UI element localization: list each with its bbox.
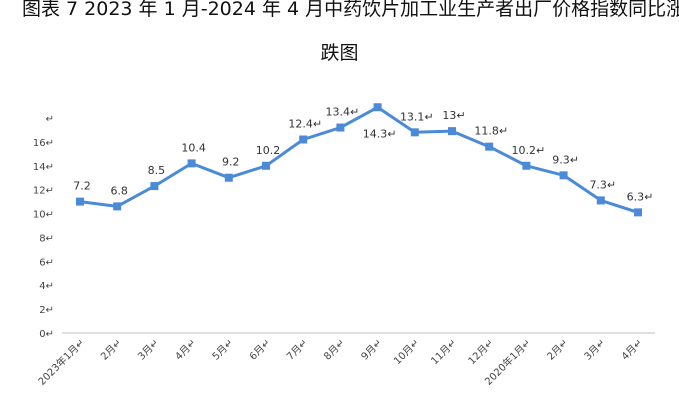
x-tick-label: 12月↵	[466, 337, 496, 367]
x-axis-ticks: 2023年1月↵ 2月↵ 3月↵ 4月↵ 5月↵ 6月↵ 7月↵ 8月↵ 9月↵ 10月↵ 11月↵…	[35, 336, 645, 388]
data-point-marker	[336, 123, 345, 132]
data-label: 7.3↵	[589, 178, 616, 191]
x-tick-label: 2月↵	[545, 337, 571, 363]
y-tick-label: 8↵	[39, 233, 54, 244]
data-label: 7.2	[73, 180, 91, 193]
x-tick-label: 5月↵	[210, 337, 236, 363]
y-tick-label: 16↵	[33, 138, 54, 149]
data-label: 6.8	[110, 184, 128, 197]
x-tick-label: 10月↵	[391, 337, 421, 367]
y-axis-ticks: 0↵ 2↵ 4↵ 6↵ 8↵ 10↵ 12↵ 14↵ 16↵ ↵	[33, 114, 54, 340]
x-tick-label: 2月↵	[98, 337, 124, 363]
data-point-marker	[596, 196, 605, 205]
data-point-marker	[485, 142, 494, 151]
x-tick-label: 3月↵	[582, 337, 608, 363]
data-point-marker	[448, 127, 456, 136]
series-markers	[76, 103, 642, 217]
data-label: 13↵	[442, 109, 465, 122]
data-label: 6.3↵	[627, 190, 654, 203]
data-label: 13.1↵	[400, 110, 434, 123]
data-label: 8.5	[148, 164, 166, 177]
data-point-marker	[410, 128, 419, 137]
x-tick-label: 9月↵	[359, 337, 385, 363]
data-label: 10.2	[256, 144, 281, 157]
data-label: 9.2	[222, 156, 240, 169]
y-tick-label: 12↵	[33, 186, 54, 197]
x-tick-label: 4月↵	[619, 337, 645, 363]
x-tick-label: 2023年1月↵	[35, 336, 87, 388]
data-point-marker	[634, 208, 642, 217]
data-label: 10.4	[181, 141, 206, 154]
data-point-marker	[559, 171, 568, 180]
y-tick-label: 2↵	[39, 305, 54, 316]
x-tick-label: 4月↵	[173, 337, 199, 363]
data-point-marker	[113, 202, 122, 211]
y-tick-label: 4↵	[39, 281, 54, 292]
data-point-marker	[224, 173, 233, 182]
data-point-marker	[299, 135, 308, 144]
data-label: 10.2↵	[512, 144, 546, 157]
y-tick-label: 14↵	[33, 162, 54, 173]
data-label: 12.4↵	[288, 118, 322, 131]
y-tick-label: 10↵	[33, 210, 54, 221]
data-label: 14.3↵	[363, 127, 397, 140]
x-tick-label: 3月↵	[136, 337, 162, 363]
y-tick-label: ↵	[46, 114, 54, 125]
y-tick-label: 0↵	[39, 329, 54, 340]
chart-title-line2: 跌图	[320, 42, 359, 64]
data-point-marker	[187, 159, 196, 168]
x-tick-label: 11月↵	[429, 337, 459, 367]
x-tick-label: 6月↵	[247, 337, 273, 363]
x-tick-label: 7月↵	[284, 337, 310, 363]
series-line	[78, 105, 640, 214]
data-label: 11.8↵	[474, 125, 508, 138]
data-labels: 7.2 6.8 8.5 10.4 9.2 10.2 12.4↵ 13.4↵14.3↵13.1↵…	[73, 106, 653, 204]
data-label: 13.4↵	[326, 106, 360, 119]
data-point-marker	[150, 182, 159, 191]
chart-title-line1: 图表 7 2023 年 1 月-2024 年 4 月中药饮片加工业生产者出厂价格…	[22, 0, 679, 20]
data-point-marker	[522, 161, 531, 170]
data-point-marker	[76, 197, 84, 206]
data-point-marker	[262, 161, 270, 170]
data-point-marker	[373, 103, 382, 112]
y-tick-label: 6↵	[39, 257, 54, 268]
x-tick-label: 8月↵	[322, 337, 348, 363]
data-label: 9.3↵	[552, 153, 579, 166]
